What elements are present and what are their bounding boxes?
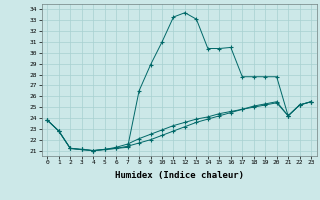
X-axis label: Humidex (Indice chaleur): Humidex (Indice chaleur) bbox=[115, 171, 244, 180]
